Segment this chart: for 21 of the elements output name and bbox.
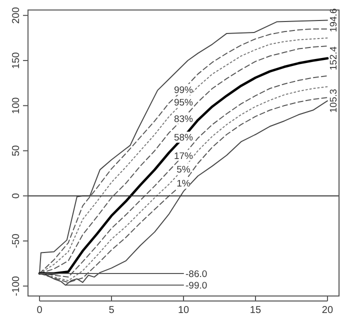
data-label: -86.0 xyxy=(186,268,208,280)
y-tick-label: 200 xyxy=(11,6,22,24)
x-tick-label: 20 xyxy=(322,305,334,316)
y-tick-label: 0 xyxy=(11,192,22,199)
y-tick-label: -50 xyxy=(11,233,22,248)
series-label: 1% xyxy=(176,178,191,190)
y-tick-label: 50 xyxy=(11,144,22,156)
series-label: 95% xyxy=(174,98,194,109)
series-label: 83% xyxy=(174,114,194,125)
data-label: 105.3 xyxy=(328,88,340,113)
x-tick-label: 0 xyxy=(36,305,43,316)
series-label: 5% xyxy=(176,164,191,176)
x-tick-label: 10 xyxy=(178,305,190,316)
y-tick-label: 100 xyxy=(11,96,22,114)
x-tick-label: 5 xyxy=(108,305,115,316)
y-tick-label: -100 xyxy=(11,276,22,296)
data-label: -99.0 xyxy=(186,280,208,292)
y-tick-label: 150 xyxy=(11,52,22,69)
data-label: 152.4 xyxy=(328,46,340,70)
x-tick-label: 15 xyxy=(250,305,262,316)
data-label: 194.6 xyxy=(328,8,340,32)
